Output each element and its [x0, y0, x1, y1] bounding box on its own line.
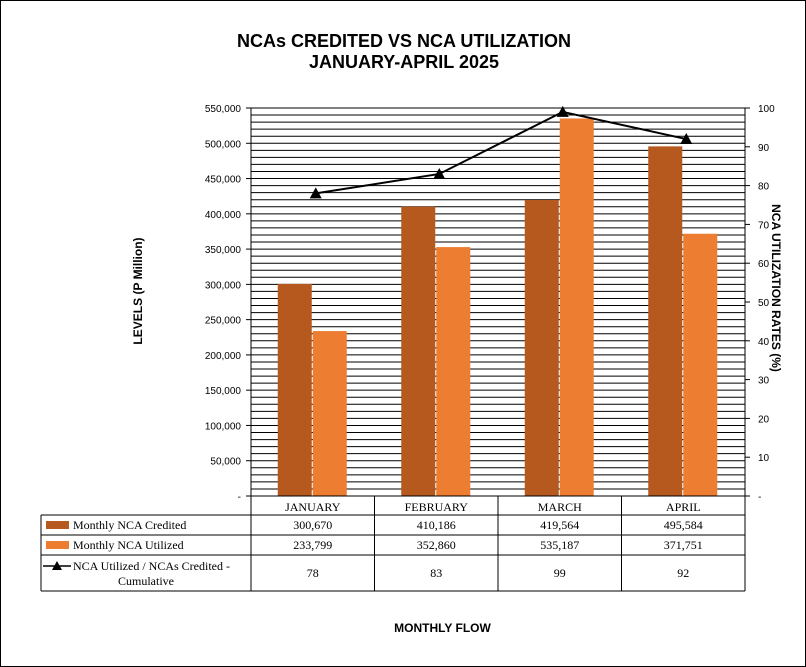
table-cell-value: 83	[430, 566, 442, 580]
table-cell-value: 410,186	[417, 518, 456, 532]
legend-key	[46, 541, 69, 549]
utilization-line	[315, 110, 687, 195]
bar-credited	[524, 200, 559, 496]
bar-utilized	[683, 233, 718, 496]
bar-utilized	[312, 331, 347, 496]
x-tick-label: FEBRUARY	[405, 500, 469, 514]
table-cell-value: 371,751	[664, 538, 703, 552]
chart-title: NCAs CREDITED VS NCA UTILIZATION	[236, 31, 571, 51]
y-tick-label: 100,000	[205, 421, 242, 432]
legend-label: Cumulative	[118, 574, 174, 588]
bar-utilized	[436, 247, 471, 496]
table-cell-value: 495,584	[664, 518, 703, 532]
legend-key	[46, 521, 69, 529]
y2-tick-label: 50	[758, 298, 770, 309]
table-cell-value: 233,799	[293, 538, 332, 552]
legend-label: Monthly NCA Utilized	[73, 538, 184, 552]
table-cell-value: 352,860	[417, 538, 456, 552]
y-tick-label: 150,000	[205, 386, 242, 397]
y-tick-label: 350,000	[205, 245, 242, 256]
legend-label: Monthly NCA Credited	[73, 518, 186, 532]
table-cell-value: 300,670	[293, 518, 332, 532]
y2-tick-label: 20	[758, 414, 770, 425]
y-tick-label: 500,000	[205, 139, 242, 150]
y2-tick-label: 90	[758, 143, 770, 154]
y2-tick-label: 10	[758, 453, 770, 464]
y-tick-label: 450,000	[205, 175, 242, 186]
utilization-marker	[556, 105, 569, 117]
table-cell-value: 535,187	[540, 538, 579, 552]
legend-key-marker	[52, 561, 62, 570]
y-tick-label: -	[238, 492, 241, 503]
bar-credited	[277, 283, 312, 496]
y2-tick-label: 30	[758, 376, 770, 387]
utilization-marker	[433, 167, 446, 179]
legend-label: NCA Utilized / NCAs Credited -	[73, 559, 230, 573]
y-tick-label: 550,000	[205, 104, 242, 115]
y-tick-label: 200,000	[205, 351, 242, 362]
x-tick-label: MARCH	[538, 500, 582, 514]
y-tick-label: 250,000	[205, 316, 242, 327]
y-tick-label: 300,000	[205, 280, 242, 291]
y2-tick-label: 70	[758, 220, 770, 231]
table-cell-value: 78	[307, 566, 319, 580]
y2-tick-label: -	[758, 492, 761, 503]
chart-subtitle: JANUARY-APRIL 2025	[308, 52, 500, 72]
y2-axis-label: NCA UTILIZATION RATES (%)	[769, 204, 783, 372]
table-cell-value: 99	[554, 566, 566, 580]
x-tick-label: APRIL	[666, 500, 701, 514]
bar-credited	[648, 146, 683, 497]
y2-tick-label: 60	[758, 259, 770, 270]
y2-tick-label: 80	[758, 182, 770, 193]
y2-tick-label: 40	[758, 337, 770, 348]
x-axis-label: MONTHLY FLOW	[394, 621, 491, 635]
bar-credited	[401, 206, 436, 496]
y-axis-label: LEVELS (P Million)	[131, 237, 145, 345]
bar-utilized	[559, 118, 594, 497]
y-tick-label: 400,000	[205, 210, 242, 221]
utilization-marker	[309, 187, 322, 199]
y-tick-label: 50,000	[210, 457, 241, 468]
x-tick-label: JANUARY	[285, 500, 341, 514]
y2-tick-label: 100	[758, 104, 775, 115]
utilization-marker	[680, 133, 693, 145]
table-cell-value: 419,564	[540, 518, 579, 532]
table-cell-value: 92	[677, 566, 689, 580]
